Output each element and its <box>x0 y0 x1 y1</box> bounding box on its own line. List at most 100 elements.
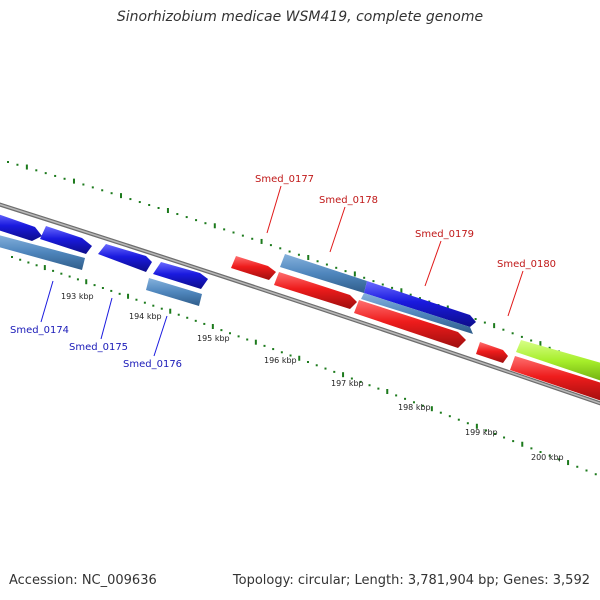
minor-tick <box>539 451 542 454</box>
minor-tick <box>263 344 266 347</box>
minor-tick <box>204 222 207 225</box>
major-tick <box>493 323 496 329</box>
minor-tick <box>16 163 19 166</box>
minor-tick <box>195 219 198 222</box>
gene-label-smed-0174[interactable]: Smed_0174 <box>10 325 69 336</box>
gene-bar-green[interactable] <box>516 340 600 382</box>
minor-tick <box>135 298 138 301</box>
minor-tick <box>269 244 272 247</box>
minor-tick <box>457 418 460 421</box>
minor-tick <box>186 316 189 319</box>
minor-tick <box>54 174 57 177</box>
tick-label: 194 kbp <box>129 312 162 321</box>
minor-tick <box>272 348 275 351</box>
major-tick <box>260 238 263 244</box>
gene-arrow-red[interactable] <box>231 256 276 280</box>
major-tick <box>400 288 403 294</box>
minor-tick <box>344 270 347 273</box>
major-tick <box>386 389 389 395</box>
major-tick <box>85 279 88 285</box>
minor-tick <box>232 231 235 234</box>
minor-tick <box>381 283 384 286</box>
minor-tick <box>280 351 283 354</box>
minor-tick <box>412 401 415 404</box>
gene-bar-steelblue[interactable] <box>146 278 202 306</box>
gene-label-smed-0179[interactable]: Smed_0179 <box>415 229 474 240</box>
major-tick <box>166 208 169 214</box>
accession-text: Accession: NC_009636 <box>9 573 157 588</box>
major-tick <box>43 265 46 271</box>
gene-bar-steelblue[interactable] <box>0 234 85 270</box>
gene-label-smed-0177[interactable]: Smed_0177 <box>255 174 314 185</box>
minor-tick <box>44 172 47 175</box>
minor-tick <box>288 250 291 253</box>
gene-label-smed-0178[interactable]: Smed_0178 <box>319 195 378 206</box>
minor-tick <box>297 253 300 256</box>
gene-arrow-blue[interactable] <box>40 226 92 254</box>
gene-bar-steelblue[interactable] <box>361 293 473 334</box>
minor-tick <box>129 198 132 201</box>
minor-tick <box>363 276 366 279</box>
major-tick <box>353 271 356 277</box>
minor-tick <box>483 321 486 324</box>
minor-tick <box>404 397 407 400</box>
minor-tick <box>160 307 163 310</box>
genome-summary-text: Topology: circular; Length: 3,781,904 bp… <box>232 573 590 588</box>
minor-tick <box>289 354 292 357</box>
minor-tick <box>279 247 282 250</box>
minor-tick <box>63 177 66 180</box>
gene-label-smed-0176[interactable]: Smed_0176 <box>123 359 182 370</box>
gene-arrow-red[interactable] <box>510 356 600 402</box>
minor-tick <box>251 237 254 240</box>
gene-arrow-red[interactable] <box>476 342 508 363</box>
minor-tick <box>511 332 514 335</box>
major-tick <box>567 460 570 466</box>
major-tick <box>430 406 433 412</box>
minor-tick <box>52 269 55 272</box>
gene-arrow-blue[interactable] <box>153 262 208 289</box>
major-tick <box>211 324 214 330</box>
minor-tick <box>325 263 328 266</box>
gene-bar-steelblue[interactable] <box>280 254 367 293</box>
minor-tick <box>557 458 560 461</box>
minor-tick <box>176 213 179 216</box>
major-tick <box>213 223 216 229</box>
minor-tick <box>333 370 336 373</box>
gene-label-smed-0175[interactable]: Smed_0175 <box>69 342 128 353</box>
minor-tick <box>35 264 38 267</box>
minor-tick <box>439 411 442 414</box>
gene-arrow-blue[interactable] <box>98 244 152 272</box>
major-tick <box>169 308 172 314</box>
minor-tick <box>93 284 96 287</box>
minor-tick <box>315 364 318 367</box>
minor-tick <box>110 289 113 292</box>
minor-tick <box>237 335 240 338</box>
gene-arrow-red[interactable] <box>354 300 466 348</box>
label-leaders <box>40 185 524 357</box>
minor-tick <box>27 261 30 264</box>
tick-labels: 193 kbp 194 kbp 195 kbp 196 kbp 197 kbp … <box>61 292 564 462</box>
minor-tick <box>19 258 22 261</box>
gene-track-upper <box>0 213 600 382</box>
major-tick <box>521 441 524 447</box>
minor-tick <box>335 266 338 269</box>
minor-tick <box>576 465 579 468</box>
major-tick <box>120 193 123 199</box>
tick-label: 193 kbp <box>61 292 94 301</box>
minor-tick <box>474 318 477 321</box>
major-tick <box>475 423 478 429</box>
gene-arrow-blue[interactable] <box>0 213 42 241</box>
minor-tick <box>11 256 13 258</box>
gene-arrow-red[interactable] <box>274 272 357 309</box>
minor-tick <box>138 201 141 204</box>
gene-label-smed-0180[interactable]: Smed_0180 <box>497 259 556 270</box>
backbone <box>0 202 600 406</box>
tick-label: 199 kbp <box>465 428 498 437</box>
minor-tick <box>530 339 533 342</box>
minor-tick <box>372 280 375 283</box>
gene-arrow-blue[interactable] <box>364 281 476 327</box>
minor-tick <box>241 234 244 237</box>
minor-tick <box>368 384 371 387</box>
minor-tick <box>421 404 424 407</box>
